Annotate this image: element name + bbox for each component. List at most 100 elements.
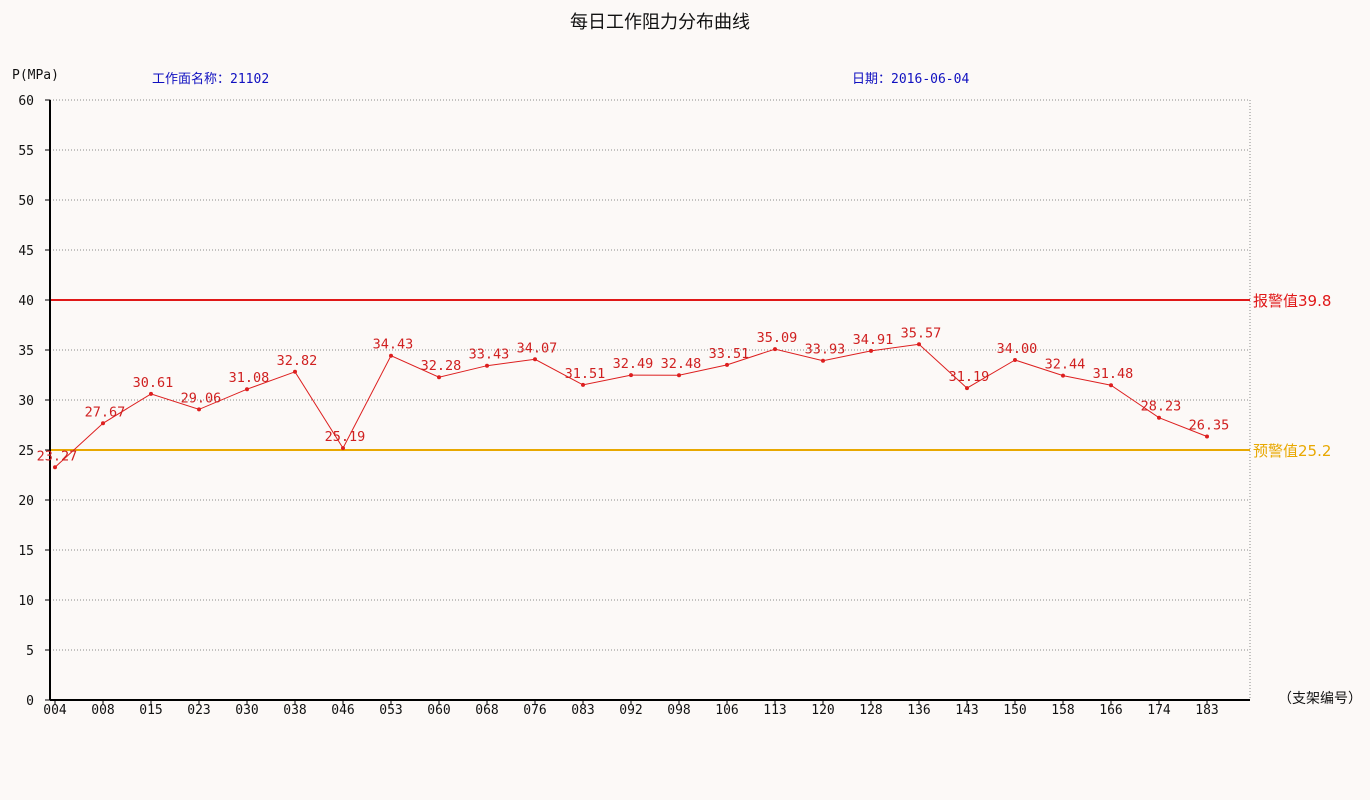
data-point — [917, 342, 921, 347]
x-tick-label: 106 — [715, 703, 738, 718]
data-label: 23.27 — [37, 448, 78, 464]
data-label: 33.93 — [805, 342, 846, 358]
data-point — [437, 375, 441, 380]
chart-title: 每日工作阻力分布曲线 — [570, 12, 750, 33]
x-axis-label: （支架编号） — [1278, 691, 1362, 707]
data-label: 30.61 — [133, 375, 174, 391]
x-tick-label: 060 — [427, 703, 450, 718]
data-point — [1205, 434, 1209, 439]
data-label: 32.82 — [277, 353, 318, 369]
y-tick-label: 40 — [18, 294, 34, 309]
x-tick-label: 004 — [43, 703, 67, 718]
date-key: 日期： — [852, 72, 892, 87]
x-tick-label: 143 — [955, 703, 978, 718]
data-point — [341, 446, 345, 451]
y-tick-label: 30 — [18, 394, 34, 409]
data-point — [869, 348, 873, 353]
data-label: 25.19 — [325, 429, 366, 445]
x-tick-label: 166 — [1099, 703, 1122, 718]
data-label: 32.28 — [421, 358, 462, 374]
x-tick-label: 038 — [283, 703, 306, 718]
data-point — [149, 391, 153, 396]
data-point — [1061, 373, 1065, 378]
data-label: 32.44 — [1045, 357, 1086, 373]
y-tick-label: 50 — [18, 194, 34, 209]
y-tick-label: 5 — [26, 644, 34, 659]
x-tick-label: 068 — [475, 703, 498, 718]
data-point — [197, 407, 201, 412]
date-value: 2016-06-04 — [891, 72, 970, 87]
data-point — [677, 373, 681, 378]
x-tick-label: 128 — [859, 703, 882, 718]
data-point — [1109, 383, 1113, 388]
data-point — [245, 387, 249, 392]
data-label: 27.67 — [85, 404, 126, 420]
x-tick-label: 113 — [763, 703, 786, 718]
x-tick-label: 053 — [379, 703, 402, 718]
data-point — [293, 369, 297, 374]
data-label: 31.51 — [565, 366, 606, 382]
alarm-line-label: 报警值39.8 — [1253, 292, 1331, 310]
x-tick-label: 120 — [811, 703, 834, 718]
data-label: 32.49 — [613, 356, 654, 372]
data-label: 35.09 — [757, 330, 798, 346]
x-tick-label: 183 — [1195, 703, 1218, 718]
y-tick-label: 35 — [18, 344, 34, 359]
y-tick-label: 20 — [18, 494, 34, 509]
x-tick-label: 046 — [331, 703, 354, 718]
x-tick-label: 023 — [187, 703, 210, 718]
x-tick-label: 174 — [1147, 703, 1171, 718]
data-point — [101, 421, 105, 426]
y-tick-label: 25 — [18, 444, 34, 459]
data-point — [53, 465, 57, 470]
data-point — [485, 363, 489, 368]
x-tick-label: 015 — [139, 703, 162, 718]
data-label: 31.48 — [1093, 366, 1134, 382]
working-face-value: 21102 — [230, 72, 270, 87]
x-tick-label: 098 — [667, 703, 690, 718]
y-axis-label: P(MPa) — [12, 68, 59, 83]
x-tick-label: 136 — [907, 703, 930, 718]
x-tick-label: 150 — [1003, 703, 1026, 718]
date-info: 日期：2016-06-04 — [852, 68, 969, 87]
data-label: 29.06 — [181, 390, 222, 406]
y-tick-label: 55 — [18, 144, 34, 159]
data-label: 31.19 — [949, 369, 990, 385]
x-tick-label: 158 — [1051, 703, 1074, 718]
data-label: 34.43 — [373, 337, 414, 353]
data-label: 33.51 — [709, 346, 750, 362]
data-point — [965, 386, 969, 391]
data-label: 32.48 — [661, 356, 702, 372]
y-tick-label: 0 — [26, 694, 34, 709]
y-tick-label: 15 — [18, 544, 34, 559]
data-point — [533, 357, 537, 362]
x-tick-label: 076 — [523, 703, 546, 718]
warning-line-label: 预警值25.2 — [1253, 442, 1331, 460]
data-label: 31.08 — [229, 370, 270, 386]
data-label: 26.35 — [1189, 418, 1230, 434]
data-label: 34.00 — [997, 341, 1038, 357]
data-point — [389, 353, 393, 358]
x-tick-label: 030 — [235, 703, 258, 718]
y-tick-label: 45 — [18, 244, 34, 259]
data-label: 28.23 — [1141, 399, 1182, 415]
data-point — [581, 382, 585, 387]
data-point — [629, 373, 633, 378]
data-point — [773, 347, 777, 352]
data-label: 35.57 — [901, 325, 942, 341]
working-face-key: 工作面名称： — [152, 72, 231, 87]
data-point — [1157, 415, 1161, 420]
y-tick-label: 60 — [18, 94, 34, 109]
data-point — [1013, 358, 1017, 362]
data-label: 34.91 — [853, 332, 894, 348]
data-point — [821, 358, 825, 363]
data-point — [725, 362, 729, 367]
x-tick-label: 092 — [619, 703, 642, 718]
data-label: 33.43 — [469, 347, 510, 363]
y-tick-label: 10 — [18, 594, 34, 609]
data-label: 34.07 — [517, 340, 558, 356]
x-tick-label: 008 — [91, 703, 114, 718]
x-tick-label: 083 — [571, 703, 594, 718]
working-face-info: 工作面名称：21102 — [152, 68, 269, 87]
